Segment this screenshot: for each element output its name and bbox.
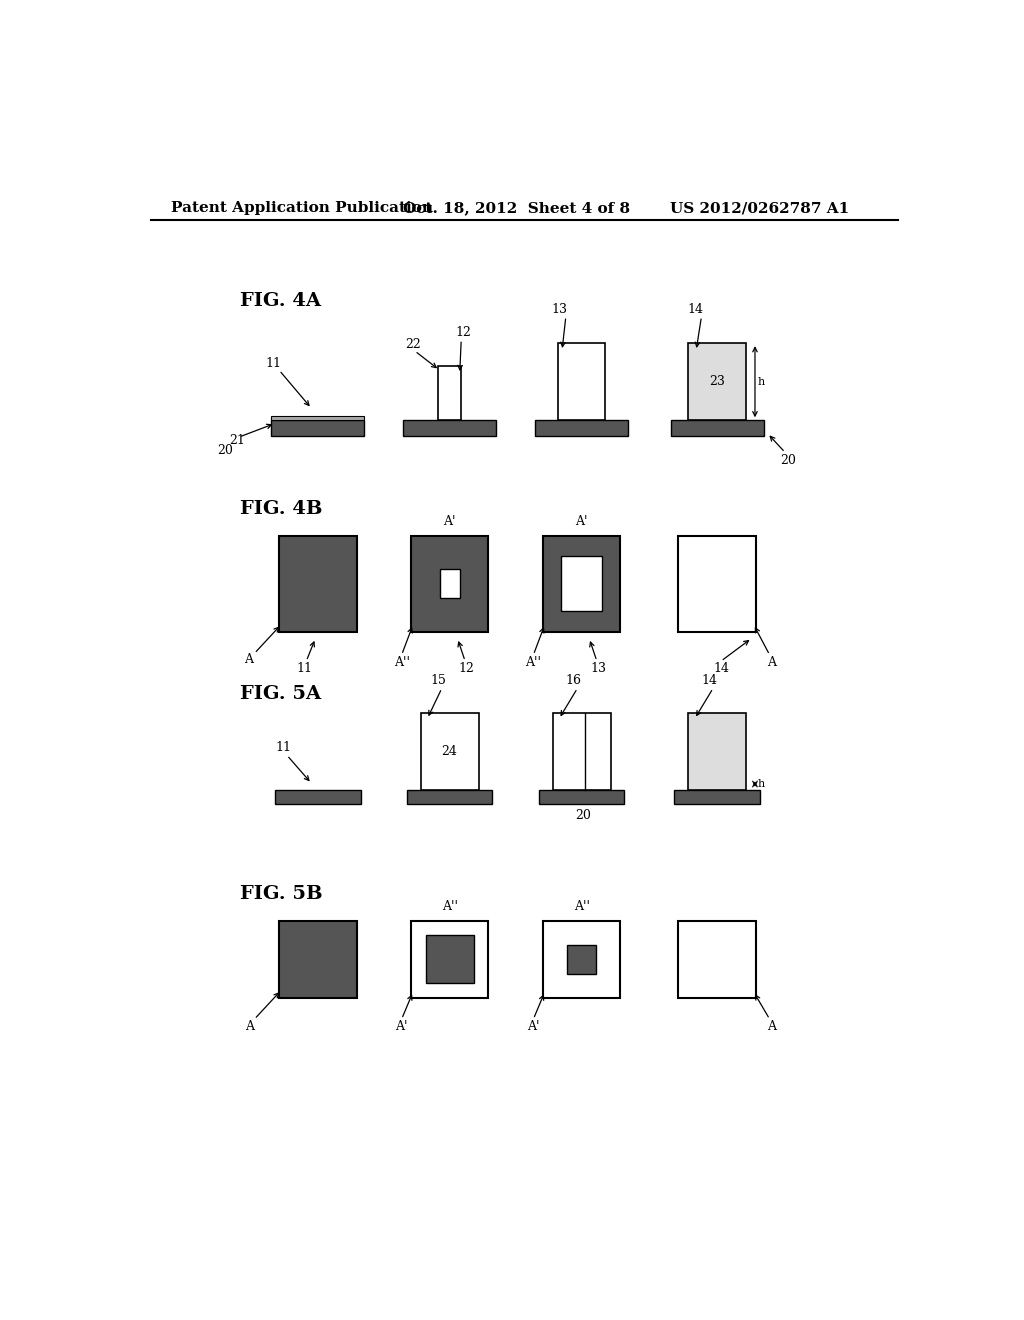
Bar (275, 789, 360, 804)
Bar (543, 536, 621, 632)
Bar (535, 420, 628, 436)
Text: 22: 22 (406, 338, 421, 351)
Bar (688, 713, 746, 789)
Bar (688, 343, 746, 420)
Bar (411, 536, 488, 632)
Bar (561, 556, 601, 611)
Text: Oct. 18, 2012  Sheet 4 of 8: Oct. 18, 2012 Sheet 4 of 8 (403, 202, 630, 215)
Text: 16: 16 (566, 675, 582, 686)
Text: A': A' (527, 1020, 540, 1034)
Text: 14: 14 (713, 663, 729, 676)
Bar (271, 420, 365, 436)
Text: FIG. 5B: FIG. 5B (241, 884, 323, 903)
Text: A: A (767, 656, 775, 669)
Bar (543, 921, 621, 998)
Bar (411, 921, 488, 998)
Bar (566, 945, 596, 974)
Text: 14: 14 (701, 675, 718, 686)
Text: h: h (758, 376, 765, 387)
Bar (671, 420, 764, 436)
Text: 13: 13 (591, 663, 606, 676)
Text: Patent Application Publication: Patent Application Publication (171, 202, 432, 215)
Bar (558, 343, 604, 420)
Text: FIG. 5A: FIG. 5A (241, 685, 322, 702)
Bar (403, 420, 496, 436)
Text: 20: 20 (780, 454, 797, 467)
Bar (539, 789, 624, 804)
Text: 24: 24 (441, 744, 458, 758)
Text: 13: 13 (552, 302, 568, 315)
Bar (675, 789, 760, 804)
Text: A: A (767, 1020, 775, 1034)
Bar (553, 713, 611, 789)
Bar (280, 536, 356, 632)
Text: A'': A'' (525, 656, 542, 669)
Text: A'': A'' (442, 900, 458, 913)
Text: A': A' (575, 515, 588, 528)
Text: A'': A'' (394, 656, 410, 669)
Bar (421, 713, 479, 789)
Text: 12: 12 (456, 326, 472, 339)
Text: A: A (245, 1020, 254, 1034)
Bar (280, 921, 356, 998)
Text: 14: 14 (687, 302, 703, 315)
Text: 12: 12 (459, 663, 475, 676)
Text: A': A' (443, 515, 456, 528)
Bar (271, 416, 365, 420)
Text: 20: 20 (575, 809, 591, 822)
Text: 11: 11 (275, 741, 291, 754)
Text: A': A' (395, 1020, 408, 1034)
Bar (407, 789, 493, 804)
Text: A: A (245, 653, 253, 667)
Text: 11: 11 (296, 663, 312, 676)
Text: 21: 21 (228, 434, 245, 446)
Bar (678, 536, 756, 632)
Bar (438, 367, 461, 420)
Text: 11: 11 (265, 358, 282, 371)
Text: US 2012/0262787 A1: US 2012/0262787 A1 (671, 202, 850, 215)
Text: FIG. 4B: FIG. 4B (241, 500, 323, 517)
Text: 23: 23 (709, 375, 725, 388)
Text: FIG. 4A: FIG. 4A (241, 292, 322, 310)
Text: 20: 20 (217, 445, 233, 458)
Text: A'': A'' (573, 900, 590, 913)
Bar (678, 921, 756, 998)
Text: 15: 15 (430, 675, 446, 686)
Bar (440, 569, 460, 598)
Bar (426, 936, 474, 983)
Text: h: h (758, 779, 765, 788)
